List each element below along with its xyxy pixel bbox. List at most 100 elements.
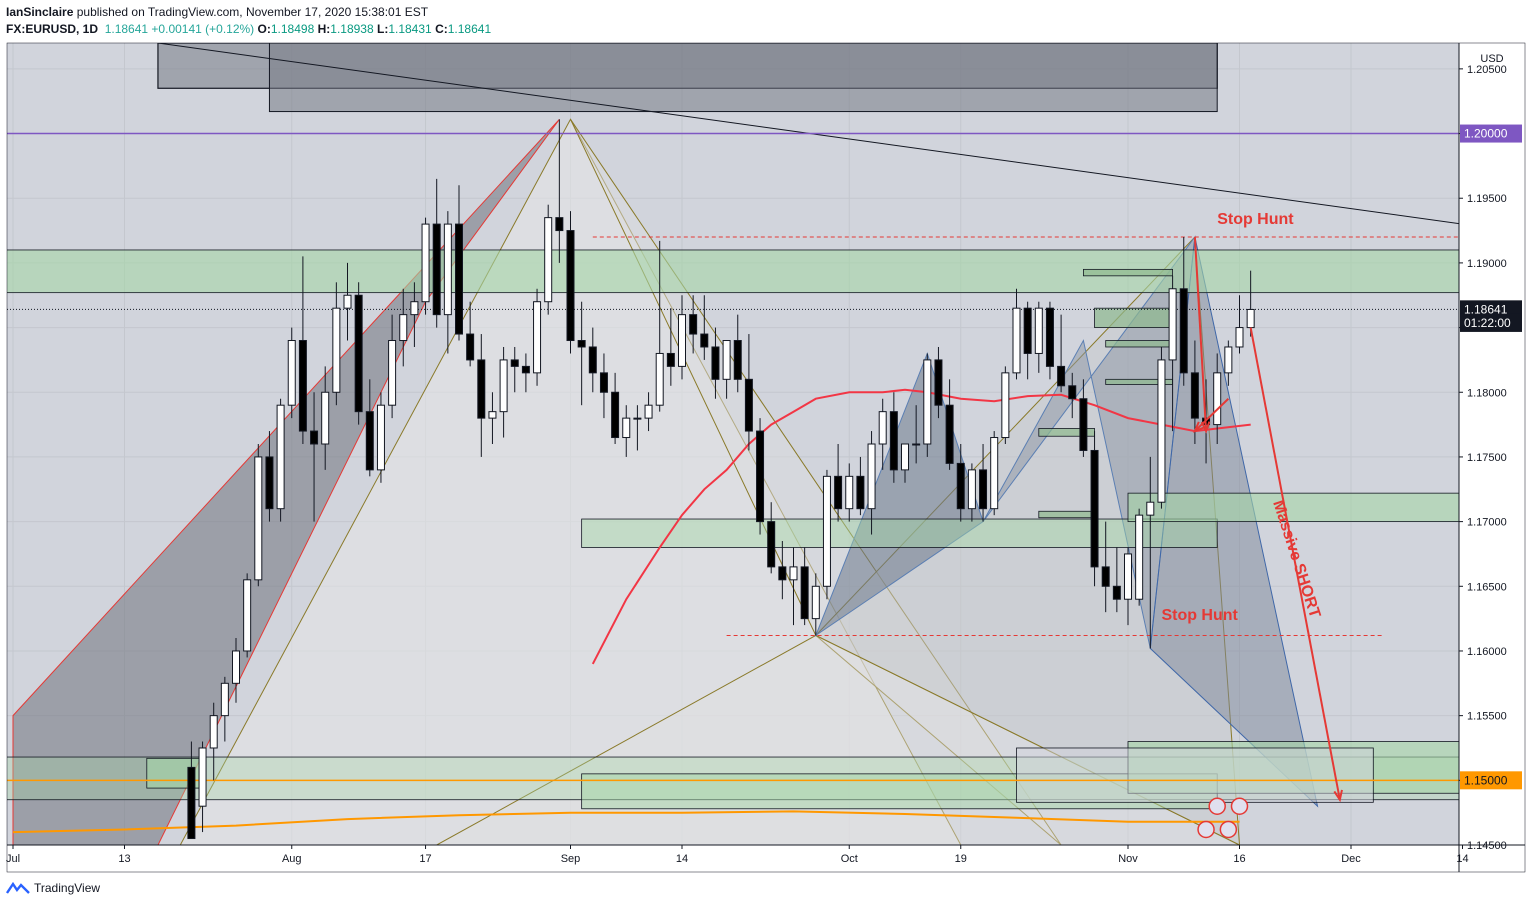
- candle-body: [878, 411, 887, 445]
- open-value: 1.18498: [270, 22, 315, 36]
- candle-body: [990, 437, 999, 510]
- stop-hunt-arrow-head: [1193, 421, 1205, 433]
- candle-body: [432, 223, 441, 316]
- candle-body: [789, 566, 798, 581]
- candle-body: [577, 340, 586, 348]
- author-name[interactable]: IanSinclaire: [6, 5, 74, 19]
- candle-body: [1079, 398, 1088, 451]
- candle-body: [365, 411, 374, 471]
- stop-hunt-arrow-head: [1200, 421, 1211, 434]
- candle-body: [756, 430, 765, 523]
- price-tick-label: 1.19500: [1467, 193, 1507, 205]
- candle-body: [1012, 307, 1021, 374]
- candle-body: [443, 223, 452, 316]
- candle-body: [1179, 288, 1188, 374]
- candle-body: [655, 352, 664, 406]
- annotation-label: Stop Hunt: [1217, 211, 1294, 228]
- candle-body: [187, 766, 196, 840]
- candle-body: [544, 217, 553, 303]
- candle-body: [956, 462, 965, 510]
- close-value: 1.18641: [447, 22, 492, 36]
- price-axis-label: [1460, 124, 1522, 143]
- candle-body: [767, 521, 776, 568]
- candle-body: [254, 456, 263, 581]
- candle-body: [845, 475, 854, 510]
- candle-body: [332, 307, 341, 393]
- time-tick-label: 16: [1233, 853, 1245, 865]
- candle-body: [533, 301, 542, 374]
- low-value: 1.18431: [388, 22, 432, 36]
- candle-body: [1246, 308, 1255, 329]
- candle-body: [1224, 346, 1233, 374]
- candle-body: [466, 333, 475, 361]
- price-tick-label: 1.17500: [1467, 452, 1507, 464]
- candle-body: [800, 566, 809, 620]
- tradingview-brand: TradingView: [34, 881, 101, 895]
- candle-body: [1235, 327, 1244, 348]
- time-tick-label: Oct: [841, 853, 858, 865]
- candle-body: [700, 333, 709, 348]
- candle-body: [778, 566, 787, 581]
- candle-body: [243, 579, 252, 652]
- symbol-name[interactable]: FX:EURUSD, 1D: [6, 22, 99, 36]
- candle-body: [499, 359, 508, 413]
- high-label: H:: [317, 22, 331, 36]
- target-box: [1038, 510, 1095, 519]
- time-tick-label: 14: [676, 853, 688, 865]
- time-tick-label: Sep: [561, 853, 581, 865]
- candle-body: [622, 417, 631, 439]
- stop-hunt-arrow: [1194, 398, 1230, 432]
- candle-body: [488, 411, 497, 419]
- target-box: [1094, 307, 1174, 328]
- demand-zone: [1016, 747, 1374, 803]
- candle-body: [1023, 307, 1032, 354]
- ema-fast-line: [591, 388, 1251, 665]
- candle-body: [689, 314, 698, 335]
- candle-body: [555, 217, 564, 232]
- candle-body: [410, 301, 419, 316]
- event-flag-icon: [1219, 820, 1238, 839]
- last-price: 1.18641: [104, 22, 149, 36]
- time-axis-background: [7, 845, 1459, 872]
- candle-body: [1101, 566, 1110, 587]
- tradingview-footer[interactable]: TradingView: [6, 881, 100, 895]
- candle-body: [856, 475, 865, 510]
- close-label: C:: [435, 22, 448, 36]
- candle-body: [934, 359, 943, 406]
- candle-body: [265, 456, 274, 510]
- candle-body: [388, 340, 397, 406]
- candle-body: [889, 411, 898, 471]
- candle-body: [1090, 449, 1099, 568]
- candle-body: [1168, 288, 1177, 361]
- publish-date: published on TradingView.com, November 1…: [76, 5, 429, 19]
- target-box: [1105, 340, 1173, 348]
- candle-body: [1190, 372, 1199, 419]
- low-label: L:: [377, 22, 389, 36]
- candle-body: [1157, 359, 1166, 503]
- price-tick-label: 1.16500: [1467, 581, 1507, 593]
- candle-body: [220, 682, 229, 717]
- candle-body: [1112, 585, 1121, 600]
- candle-body: [232, 650, 240, 684]
- candle-body: [298, 340, 307, 432]
- candle-body: [711, 346, 720, 380]
- candle-body: [912, 443, 921, 446]
- candle-body: [566, 230, 575, 342]
- tradingview-logo-icon: [6, 881, 30, 894]
- massive-short-arrow-head: [1333, 789, 1343, 803]
- massive-short-arrow: [1249, 327, 1341, 800]
- candle-body: [276, 404, 285, 510]
- price-axis-label: [1460, 313, 1522, 332]
- candle-body: [521, 365, 530, 374]
- target-box: [1083, 268, 1174, 277]
- candle-body: [1213, 372, 1222, 426]
- candle-body: [1135, 514, 1144, 600]
- candle-body: [945, 404, 954, 464]
- time-tick-label: 17: [419, 853, 431, 865]
- price-axis-label: [1460, 300, 1522, 319]
- candle-body: [967, 469, 976, 510]
- candle-body: [599, 372, 608, 393]
- candle-body: [399, 314, 408, 342]
